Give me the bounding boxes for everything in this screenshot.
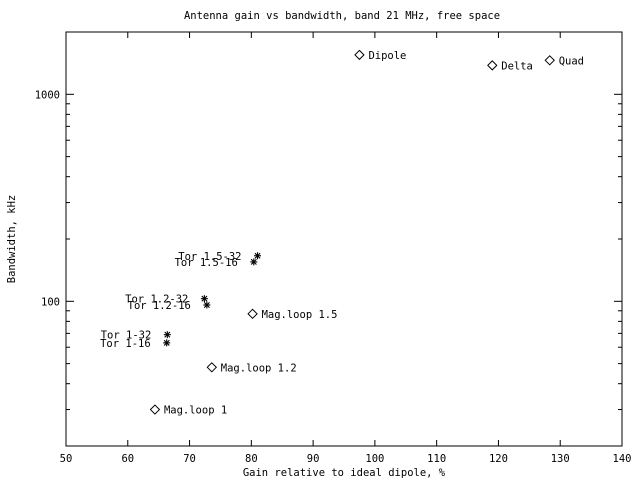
point-label: Mag.loop 1.5 bbox=[262, 309, 338, 321]
diamond-marker bbox=[247, 308, 258, 320]
x-tick-label: 140 bbox=[613, 453, 632, 465]
star-marker bbox=[250, 258, 258, 266]
x-tick-label: 130 bbox=[551, 453, 570, 465]
star-marker bbox=[254, 252, 262, 260]
x-tick-label: 110 bbox=[427, 453, 446, 465]
x-tick-label: 100 bbox=[365, 453, 384, 465]
star-marker bbox=[203, 301, 211, 309]
point-label: Tor 1-16 bbox=[100, 338, 151, 350]
point-label: Tor 1.2-32 bbox=[125, 294, 188, 306]
chart-title: Antenna gain vs bandwidth, band 21 MHz, … bbox=[184, 10, 500, 22]
diamond-marker bbox=[544, 55, 555, 66]
x-tick-label: 90 bbox=[307, 453, 320, 465]
point-label: Mag.loop 1 bbox=[164, 405, 227, 417]
diamond-marker bbox=[206, 362, 218, 373]
point-label: Tor 1-32 bbox=[101, 330, 152, 342]
x-tick-label: 70 bbox=[183, 453, 196, 465]
star-marker bbox=[163, 331, 171, 339]
x-axis-label: Gain relative to ideal dipole, % bbox=[243, 467, 446, 479]
diamond-marker bbox=[354, 49, 365, 61]
y-tick-label: 100 bbox=[41, 296, 60, 308]
y-tick-label: 1000 bbox=[35, 89, 60, 101]
point-label: Delta bbox=[501, 60, 533, 72]
point-label: Mag.loop 1.2 bbox=[221, 362, 297, 374]
plot-frame bbox=[65, 31, 623, 447]
diamond-marker bbox=[487, 60, 498, 71]
point-label: Tor 1.5-32 bbox=[178, 251, 241, 263]
point-label: Tor 1.5-16 bbox=[175, 257, 238, 269]
point-label: Tor 1.2-16 bbox=[128, 300, 191, 312]
x-tick-label: 60 bbox=[121, 453, 134, 465]
y-axis-label: Bandwidth, kHz bbox=[6, 195, 18, 284]
x-tick-label: 120 bbox=[489, 453, 508, 465]
data-points: Dipole Delta Quad Mag.loop 1.5 Mag.loop 1.2 M… bbox=[100, 49, 584, 417]
axis-ticks: 50 60 70 80 90 100 110 120 130 140 100 1000 bbox=[35, 31, 632, 465]
star-marker bbox=[200, 295, 208, 303]
star-marker bbox=[163, 339, 171, 347]
point-label: Dipole bbox=[368, 50, 406, 62]
x-tick-label: 50 bbox=[60, 453, 73, 465]
point-label: Quad bbox=[559, 55, 584, 67]
x-tick-label: 80 bbox=[245, 453, 258, 465]
diamond-marker bbox=[149, 404, 161, 415]
